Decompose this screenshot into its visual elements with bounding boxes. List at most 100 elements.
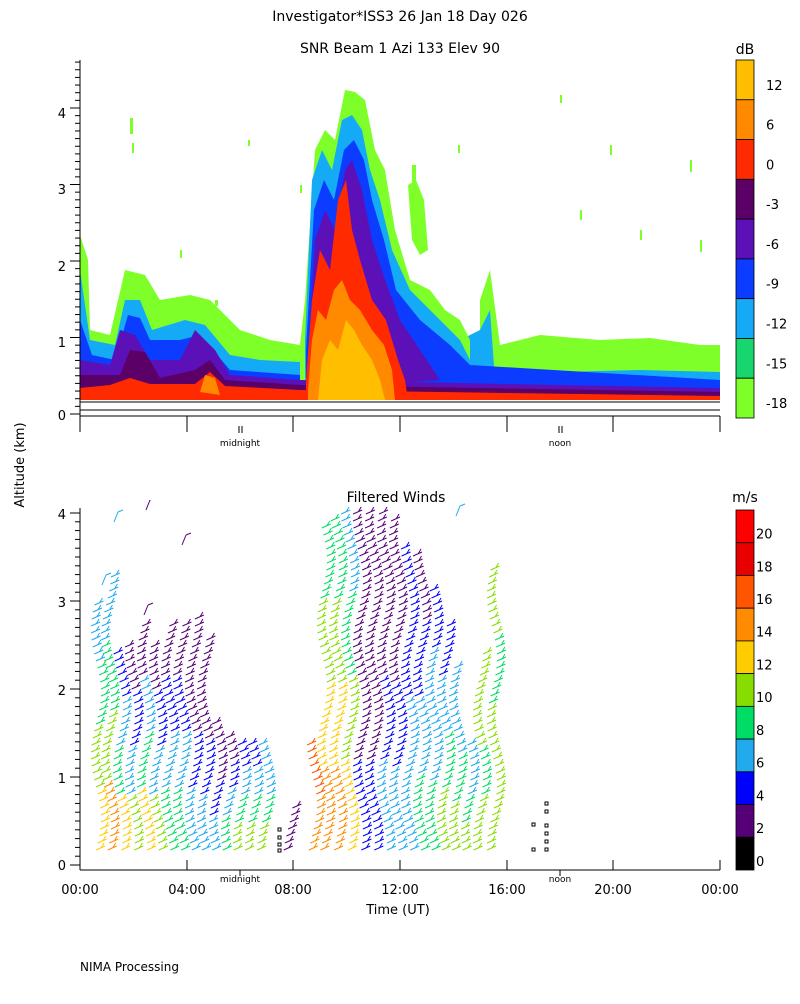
wind-barb [251, 751, 261, 760]
wind-barb [464, 800, 474, 809]
wind-barb [402, 681, 412, 690]
wind-barb [398, 723, 409, 732]
wind-barb [143, 737, 153, 746]
winds-colorbar-swatch-6 [735, 705, 755, 740]
wind-barb [386, 723, 396, 732]
wind-barb [186, 821, 196, 830]
wind-barb [443, 646, 454, 655]
wind-barb [334, 590, 344, 599]
wind-barb [134, 842, 144, 851]
wind-barb [134, 828, 145, 837]
wind-barb [384, 695, 395, 704]
wind-barb [99, 702, 109, 711]
snr-colorbar-swatch-8 [735, 377, 755, 419]
wind-barb [260, 821, 270, 830]
wind-barb [490, 814, 500, 823]
wind-barb [353, 520, 363, 529]
wind-barb [472, 828, 483, 837]
wind-barb [374, 583, 385, 592]
wind-barb [200, 786, 210, 795]
wind-barb [110, 814, 121, 823]
wind-barb [189, 646, 200, 655]
wind-barb [377, 534, 387, 543]
wind-barb [194, 737, 205, 746]
wind-barb [437, 695, 447, 704]
wind-barb [392, 632, 402, 641]
wind-barb [491, 618, 501, 627]
wind-barb [258, 737, 268, 746]
winds-colorbar-label-9: 2 [756, 822, 764, 837]
wind-barb [242, 765, 253, 774]
wind-barb [414, 814, 424, 823]
wind-barb [152, 807, 162, 816]
wind-barb [383, 737, 394, 746]
wind-barb [205, 639, 215, 648]
wind-barb [479, 744, 489, 753]
wind-barb [382, 618, 392, 627]
wind-barb [95, 842, 106, 851]
wind-barb [261, 814, 272, 823]
wind-barb [323, 779, 333, 788]
wind-barb [234, 814, 245, 823]
wind-barb [141, 807, 152, 816]
wind-barb [132, 688, 143, 697]
wind-barb [413, 786, 423, 795]
wind-barb [432, 597, 443, 606]
wind-barb [352, 758, 363, 767]
wind-barb [468, 744, 479, 753]
wind-barb [136, 646, 147, 655]
wind-barb [431, 842, 441, 851]
wind-barb [414, 779, 425, 788]
wind-barb [362, 576, 373, 585]
wind-barb [420, 590, 431, 599]
wind-barb [374, 835, 385, 844]
wind-barb [330, 639, 340, 648]
winds-ytick-0: 0 [58, 859, 66, 874]
wind-barb [110, 828, 120, 837]
wind-barb [441, 716, 451, 725]
wind-barb [160, 660, 171, 669]
wind-barb [359, 548, 369, 557]
wind-barb [452, 793, 462, 802]
wind-barb [179, 632, 190, 641]
wind-barb [386, 597, 396, 606]
wind-barb [266, 779, 277, 788]
wind-barb [493, 674, 504, 683]
wind-barb [374, 590, 384, 599]
wind-barb [480, 751, 491, 760]
wind-barb [170, 716, 180, 725]
wind-barb [385, 604, 395, 613]
wind-barb [410, 730, 421, 739]
wind-barb [185, 688, 195, 697]
wind-barb [254, 772, 265, 781]
wind-barb [393, 688, 403, 697]
wind-barb [102, 737, 113, 746]
wind-barb [364, 513, 375, 522]
wind-barb [442, 653, 452, 662]
wind-barb [331, 520, 342, 529]
wind-barb [439, 835, 450, 844]
wind-barb [386, 702, 396, 711]
wind-barb [124, 765, 135, 774]
wind-barb [321, 835, 332, 844]
wind-barb [401, 674, 411, 683]
wind-barb [328, 618, 339, 627]
wind-barb [374, 821, 384, 830]
wind-barb [352, 632, 363, 641]
snr-colorbar-swatch-5 [735, 258, 755, 300]
wind-barb [126, 751, 137, 760]
wind-barb [359, 597, 370, 606]
wind-barb [325, 569, 335, 578]
wind-barb [326, 562, 336, 571]
wind-barb [467, 737, 477, 746]
wind-barb [239, 793, 249, 802]
snr-heatmap [80, 90, 720, 400]
winds-xtick-4: 16:00 [488, 883, 525, 898]
wind-barb [367, 667, 378, 676]
wind-barb [113, 509, 124, 523]
wind-barb [378, 506, 389, 515]
wind-barb [317, 730, 327, 739]
wind-barb [330, 765, 340, 774]
wind-barb [405, 569, 415, 578]
wind-barb [258, 828, 269, 837]
